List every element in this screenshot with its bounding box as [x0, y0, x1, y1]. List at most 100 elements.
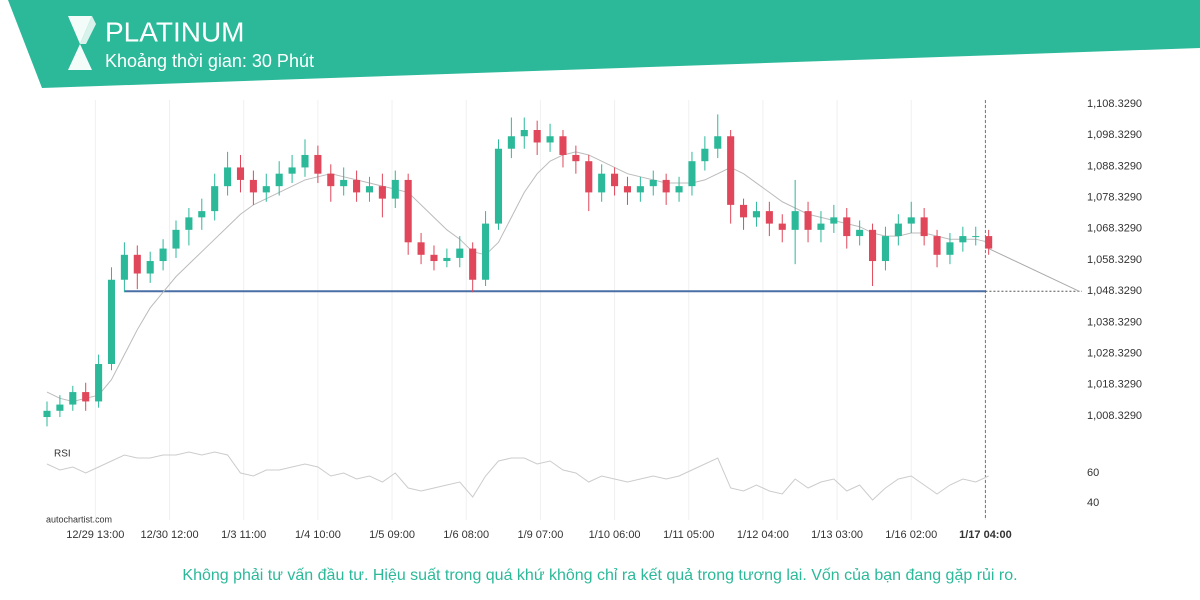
candle-body [920, 217, 928, 237]
candle-body [649, 179, 657, 187]
candle-body [275, 173, 283, 187]
candle-body [727, 136, 735, 205]
candle-body [740, 204, 748, 218]
candle-body [224, 167, 232, 187]
y-tick-label: 1,048.3290 [1087, 285, 1142, 297]
candle-body [869, 229, 877, 262]
candle-body [107, 279, 116, 364]
candle-body [585, 161, 593, 193]
x-tick-label: 1/11 05:00 [663, 529, 714, 541]
subtitle: Khoảng thời gian: 30 Phút [105, 51, 314, 71]
candle-body [43, 410, 51, 418]
candle-body [456, 248, 464, 258]
candle-body [56, 404, 64, 411]
candle-body [172, 229, 180, 249]
rsi-line [46, 451, 989, 501]
candle-body [404, 179, 412, 243]
candle-body [701, 148, 709, 162]
y-tick-label: 1,078.3290 [1087, 192, 1142, 204]
candle-body [288, 167, 296, 174]
candle-body [778, 223, 786, 230]
x-tick-label: 12/29 13:00 [66, 529, 124, 541]
candle-body [662, 179, 670, 193]
candle-body [365, 186, 374, 193]
y-tick-label: 1,058.3290 [1087, 254, 1142, 266]
rsi-tick-label: 60 [1087, 467, 1099, 479]
candle-body [752, 211, 761, 218]
candle-body [985, 236, 993, 249]
y-tick-label: 1,108.3290 [1087, 98, 1142, 110]
title: PLATINUM [105, 16, 245, 47]
candle-body [688, 161, 696, 187]
logo [68, 16, 96, 70]
candle-body [843, 217, 851, 237]
x-tick-label: 1/9 07:00 [517, 529, 563, 541]
candle-body [933, 236, 941, 255]
candle-body [959, 236, 967, 243]
candle-body [198, 211, 206, 218]
candle-body [623, 186, 632, 193]
x-tick-label: 1/10 06:00 [589, 529, 641, 541]
candle-body [314, 154, 322, 174]
candle-body [636, 186, 644, 193]
candle-body [146, 261, 154, 274]
candle-body [520, 130, 528, 137]
candle-body [327, 173, 335, 187]
candle-body [611, 173, 619, 187]
rsi-label: RSI [54, 449, 71, 460]
candle-body [82, 392, 90, 402]
candle-body [894, 223, 902, 237]
disclaimer: Không phải tư vấn đầu tư. Hiệu suất tron… [182, 567, 1017, 584]
y-tick-label: 1,018.3290 [1087, 379, 1142, 391]
candle-body [391, 179, 399, 199]
candle-body [907, 217, 915, 224]
rsi-tick-label: 40 [1087, 497, 1099, 509]
candle-body [881, 236, 889, 262]
candle-body [185, 217, 193, 230]
candle-body [262, 186, 270, 193]
candle-body [353, 179, 361, 193]
x-tick-label: 12/30 12:00 [140, 529, 198, 541]
candle-body [430, 254, 438, 262]
candle-body [714, 136, 722, 149]
x-tick-label: 1/16 02:00 [885, 529, 937, 541]
candle-body [301, 154, 309, 168]
x-tick-label: 1/17 04:00 [959, 529, 1012, 541]
candle-body [159, 248, 167, 262]
x-tick-label: 1/6 08:00 [443, 529, 489, 541]
y-tick-label: 1,098.3290 [1087, 129, 1142, 141]
candle-body [494, 148, 503, 224]
candle-body [972, 236, 980, 238]
y-tick-label: 1,008.3290 [1087, 410, 1142, 422]
candle-body [249, 179, 257, 193]
x-tick-label: 1/12 04:00 [737, 529, 789, 541]
forecast-arrow [988, 248, 1080, 292]
y-tick-label: 1,088.3290 [1087, 160, 1142, 172]
y-tick-label: 1,068.3290 [1087, 223, 1142, 235]
candle-body [533, 130, 541, 143]
candle-body [340, 179, 348, 187]
candle-body [572, 154, 580, 162]
header-banner [8, 0, 1200, 88]
y-tick-label: 1,028.3290 [1087, 348, 1142, 360]
x-tick-label: 1/3 11:00 [221, 529, 266, 541]
candle-body [507, 136, 515, 149]
candle-body [830, 217, 838, 224]
candle-body [765, 211, 773, 224]
source: autochartist.com [46, 514, 112, 524]
x-tick-label: 1/4 10:00 [295, 529, 341, 541]
candle-body [469, 248, 477, 280]
x-tick-label: 1/5 09:00 [369, 529, 415, 541]
moving-average [46, 151, 989, 402]
candle-body [417, 242, 425, 255]
x-tick-label: 1/13 03:00 [811, 529, 863, 541]
candle-body [443, 257, 451, 262]
candle-body [804, 211, 812, 230]
candle-body [817, 223, 825, 230]
candle-body [946, 242, 954, 255]
candle-body [856, 229, 864, 237]
candle-body [211, 186, 219, 212]
candle-body [236, 167, 245, 180]
candle-body [120, 254, 128, 280]
